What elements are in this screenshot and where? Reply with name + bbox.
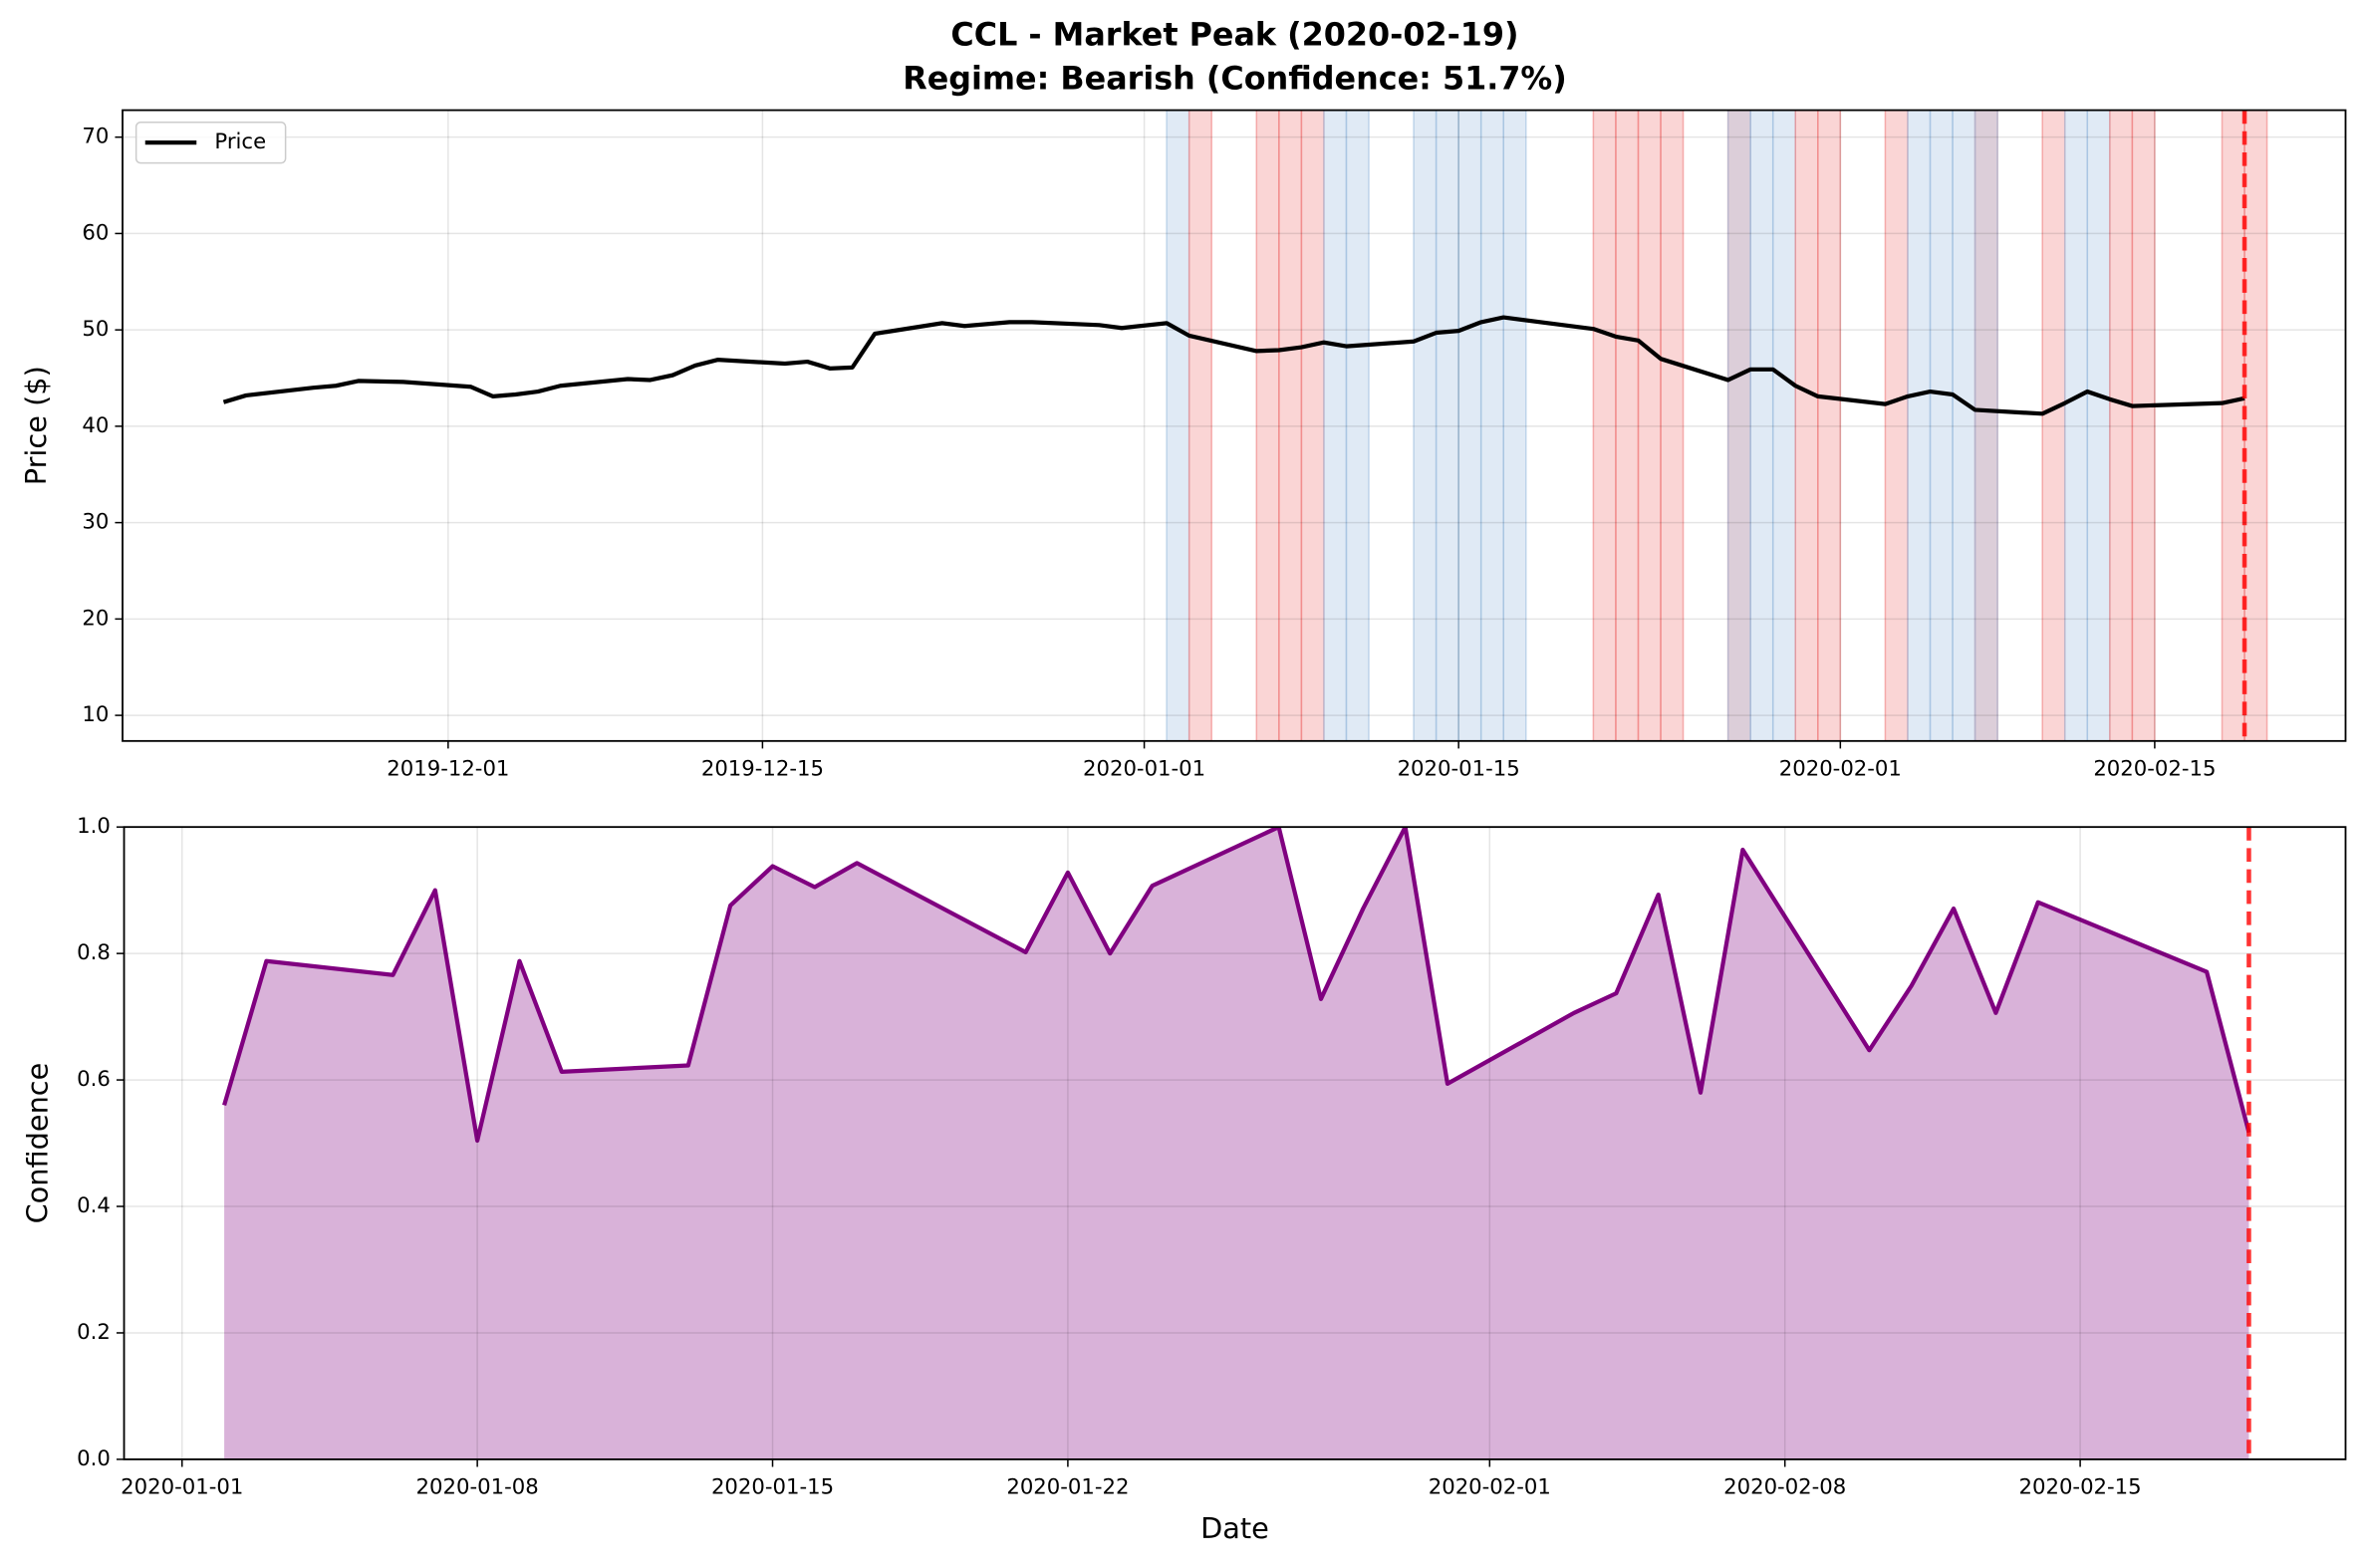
y-axis-label: Confidence (21, 1063, 55, 1224)
y-tick-label: 70 (82, 124, 109, 148)
regime-band (1660, 110, 1685, 741)
regime-band (1817, 110, 1842, 741)
x-tick-label: 2020-01-15 (1398, 756, 1520, 781)
x-axis-label: Date (1200, 1511, 1269, 1545)
plot-area (222, 827, 2251, 1459)
y-tick-label: 30 (82, 509, 109, 534)
y-tick-label: 10 (82, 701, 109, 726)
x-tick-label: 2020-02-01 (1779, 756, 1902, 781)
area (224, 827, 2249, 1459)
regime-band (1502, 110, 1527, 741)
y-tick-label: 0.2 (77, 1319, 111, 1344)
y-axis-label: Price ($) (19, 366, 53, 485)
x-tick-label: 2020-02-01 (1429, 1474, 1551, 1499)
y-tick-label: 0.8 (77, 939, 111, 964)
title-line-1: CCL - Market Peak (2020-02-19) (950, 15, 1518, 53)
axes-frame (123, 826, 2347, 1460)
line (222, 827, 2251, 1144)
line (222, 315, 2245, 416)
x-tick-label: 2020-01-01 (121, 1474, 243, 1499)
x-tick-label: 2020-02-15 (2019, 1474, 2142, 1499)
legend-box (134, 121, 287, 164)
legend-label: Price (214, 129, 266, 153)
x-tick-label: 2020-02-08 (1723, 1474, 1846, 1499)
y-tick-label: 50 (82, 316, 109, 341)
regime-band (1345, 110, 1370, 741)
y-tick-label: 0.4 (77, 1192, 111, 1217)
y-tick-label: 60 (82, 219, 109, 244)
x-tick-label: 2019-12-01 (387, 756, 509, 781)
regime-band (2243, 110, 2268, 741)
axes-frame (122, 109, 2347, 742)
title-line-2: Regime: Bearish (Confidence: 51.7%) (903, 59, 1567, 97)
regime-band (2131, 110, 2156, 741)
x-tick-label: 2020-01-01 (1083, 756, 1205, 781)
y-tick-label: 20 (82, 605, 109, 630)
y-tick-label: 0.0 (77, 1445, 111, 1470)
y-tick-label: 1.0 (77, 813, 111, 838)
x-tick-label: 2020-01-08 (416, 1474, 539, 1499)
x-tick-label: 2020-02-15 (2093, 756, 2216, 781)
y-tick-label: 40 (82, 412, 109, 437)
plot-area (222, 110, 2268, 741)
regime-band (1187, 110, 1212, 741)
regime-band (1973, 110, 1998, 741)
x-tick-label: 2020-01-15 (711, 1474, 834, 1499)
y-tick-label: 0.6 (77, 1066, 111, 1091)
x-tick-label: 2020-01-22 (1006, 1474, 1129, 1499)
x-tick-label: 2019-12-15 (701, 756, 824, 781)
